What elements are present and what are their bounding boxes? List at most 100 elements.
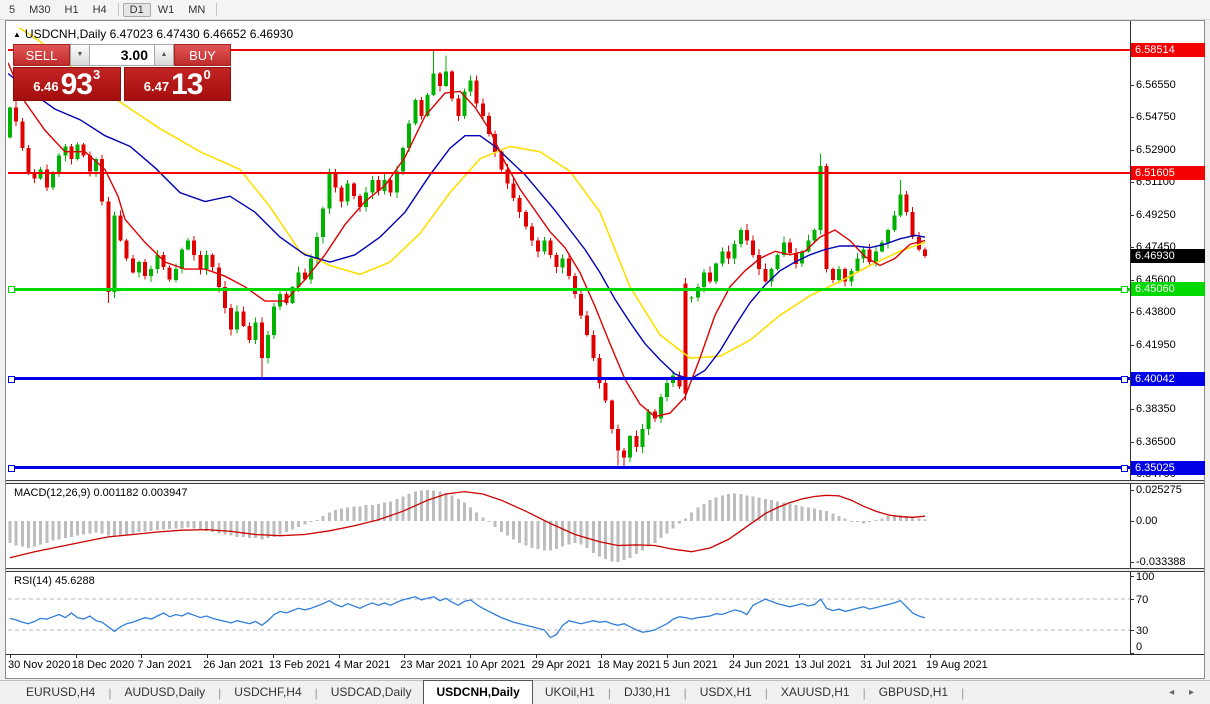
macd-histogram-bar — [579, 521, 583, 545]
fast-ma-line — [8, 62, 926, 418]
macd-histogram-bar — [260, 521, 264, 540]
timeframe-button-5[interactable]: 5 — [9, 3, 16, 16]
timeframe-button-m30[interactable]: M30 — [29, 3, 51, 16]
tab-ukoil-h1[interactable]: UKOil,H1 — [544, 685, 595, 699]
candle-body — [118, 215, 123, 241]
candle-body — [124, 240, 129, 259]
panel-separator[interactable] — [6, 480, 1204, 484]
candle-body — [794, 253, 798, 264]
tab-usdcnh-daily[interactable]: USDCNH,Daily — [423, 680, 533, 704]
candle-body — [738, 230, 743, 245]
candle-body — [302, 272, 307, 280]
tab-usdcad-daily[interactable]: USDCAD,Daily — [330, 685, 412, 699]
level-end-marker[interactable] — [8, 464, 15, 472]
macd-histogram-bar — [585, 521, 589, 548]
tab-xauusd-h1[interactable]: XAUUSD,H1 — [780, 685, 850, 699]
macd-histogram-bar — [481, 517, 485, 521]
panel-separator[interactable] — [6, 568, 1204, 572]
candle-body — [186, 240, 191, 250]
level-end-marker[interactable] — [1121, 375, 1128, 383]
tab-eurusd-h4[interactable]: EURUSD,H4 — [26, 685, 96, 699]
level-end-marker[interactable] — [1121, 286, 1128, 294]
macd-histogram-bar — [284, 521, 288, 532]
candle-body — [573, 276, 577, 294]
macd-histogram-bar — [849, 521, 853, 522]
toolbar-separator — [216, 3, 218, 16]
macd-histogram-bar — [727, 494, 730, 521]
sell-price-panel[interactable]: 6.46 93 3 — [13, 67, 121, 101]
macd-histogram-bar — [616, 521, 620, 562]
rsi-tick-label: 0 — [1136, 641, 1143, 653]
macd-histogram-bar — [499, 521, 503, 532]
candle-body — [683, 283, 688, 394]
candle-body — [523, 212, 528, 227]
macd-histogram-bar — [598, 521, 601, 557]
rsi-label: RSI(14) 45.6288 — [14, 575, 95, 587]
macd-histogram-bar — [604, 521, 608, 559]
macd-histogram-bar — [450, 495, 454, 521]
buy-price-panel[interactable]: 6.47 13 0 — [123, 67, 231, 101]
macd-histogram-bar — [174, 521, 178, 529]
candle-body — [744, 230, 749, 241]
candle-body — [886, 230, 891, 243]
macd-histogram-bar — [303, 521, 307, 525]
candle-body — [603, 382, 608, 401]
timeframe-button-h1[interactable]: H1 — [64, 3, 79, 16]
macd-histogram-bar — [542, 521, 546, 551]
macd-histogram-bar — [39, 521, 43, 545]
macd-indicator-chart — [8, 490, 927, 562]
tab-usdchf-h4[interactable]: USDCHF,H4 — [234, 685, 302, 699]
macd-histogram-bar — [720, 495, 724, 521]
tab-usdx-h1[interactable]: USDX,H1 — [699, 685, 752, 699]
candle-body — [339, 187, 344, 202]
date-label: 31 Jul 2021 — [860, 659, 918, 671]
macd-histogram-bar — [825, 511, 829, 521]
volume-increase-button[interactable]: ▲ — [154, 44, 174, 66]
macd-histogram-bar — [622, 521, 626, 561]
sell-price-point: 3 — [92, 67, 101, 82]
candle-body — [222, 286, 227, 309]
candle-body — [130, 258, 135, 273]
candle-body — [63, 146, 68, 156]
macd-histogram-bar — [751, 496, 755, 521]
price-tick-mark — [1130, 408, 1134, 410]
level-end-marker[interactable] — [1121, 464, 1128, 472]
tab-gbpusd-h1[interactable]: GBPUSD,H1 — [878, 685, 949, 699]
sell-button[interactable]: SELL — [13, 44, 70, 66]
price-tick-label: 6.56550 — [1136, 79, 1176, 92]
macd-histogram-bar — [917, 518, 921, 521]
timeframe-button-h4[interactable]: H4 — [92, 3, 107, 16]
macd-histogram-bar — [198, 521, 202, 530]
candle-body — [708, 272, 713, 282]
current-price-tag: 6.46930 — [1131, 249, 1205, 264]
buy-button[interactable]: BUY — [174, 44, 231, 66]
tab-scroll-arrows[interactable]: ◂ ▸ — [1169, 687, 1200, 698]
macd-histogram-bar — [475, 512, 479, 521]
candle-body — [137, 262, 141, 273]
timeframe-button-d1[interactable]: D1 — [122, 2, 151, 17]
macd-histogram-bar — [82, 521, 86, 535]
buy-price-major: 6.47 — [143, 79, 170, 94]
volume-decrease-button[interactable]: ▼ — [70, 44, 90, 66]
macd-histogram-bar — [131, 521, 135, 534]
macd-histogram-bar — [591, 521, 595, 553]
candle-body — [548, 240, 553, 255]
timeframe-toolbar: 5 M30 H1 H4 D1 W1 MN — [0, 0, 1210, 20]
macd-histogram-bar — [51, 521, 55, 541]
timeframe-button-w1[interactable]: W1 — [157, 3, 175, 16]
macd-histogram-bar — [862, 521, 866, 524]
volume-input[interactable] — [90, 44, 154, 66]
timeframe-button-mn[interactable]: MN — [188, 3, 206, 16]
tab-audusd-daily[interactable]: AUDUSD,Daily — [124, 685, 206, 699]
date-label: 18 Dec 2020 — [71, 659, 135, 671]
candle-body — [855, 258, 860, 271]
macd-histogram-bar — [340, 508, 344, 521]
candle-body — [898, 194, 903, 216]
collapse-arrow-icon[interactable]: ▲ — [13, 30, 21, 39]
level-end-marker[interactable] — [8, 375, 15, 383]
tab-dj30-h1[interactable]: DJ30,H1 — [623, 685, 671, 699]
macd-histogram-bar — [377, 503, 380, 521]
candle-body — [597, 358, 602, 383]
level-end-marker[interactable] — [8, 286, 15, 294]
